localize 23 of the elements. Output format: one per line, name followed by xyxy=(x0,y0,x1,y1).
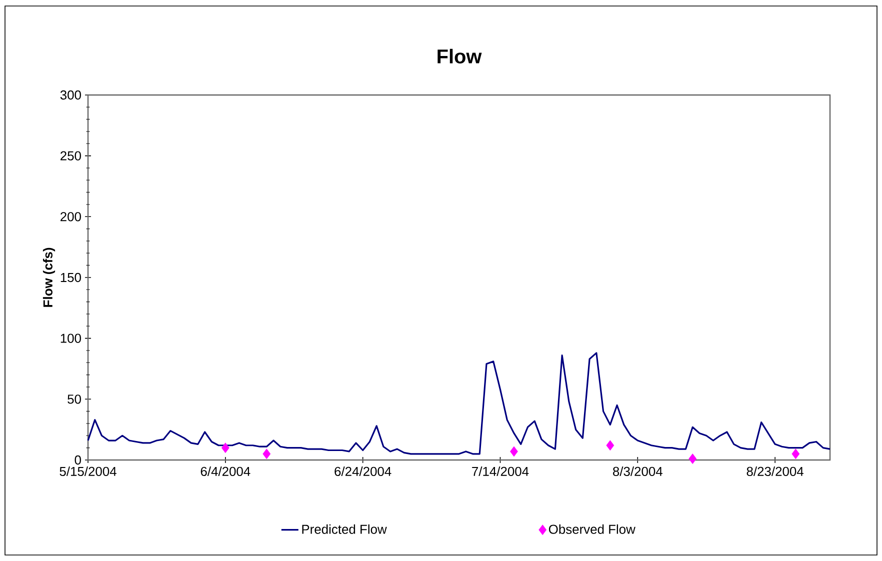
y-tick-label: 50 xyxy=(68,394,81,404)
y-axis-title: Flow (cfs) xyxy=(42,248,56,307)
x-tick-label: 5/15/2004 xyxy=(60,466,116,476)
y-tick-label: 250 xyxy=(60,151,81,160)
point xyxy=(792,448,800,460)
x-tick-label: 6/4/2004 xyxy=(200,466,250,476)
point xyxy=(262,448,271,460)
y-tick-label: 100 xyxy=(60,334,81,343)
point xyxy=(688,454,697,464)
legend-label: Predicted Flow xyxy=(302,524,387,534)
x-tick-label: 8/23/2004 xyxy=(746,466,804,476)
x-tick-label: 7/14/2004 xyxy=(472,466,529,476)
y-tick-label: 300 xyxy=(60,90,81,100)
legend-label: Observed Flow xyxy=(548,524,636,534)
point xyxy=(606,440,614,451)
y-tick-label: 0 xyxy=(74,455,81,465)
chart-title: Flow xyxy=(438,48,482,64)
y-tick-label: 150 xyxy=(60,272,81,282)
point xyxy=(221,442,230,454)
point xyxy=(510,446,518,457)
x-tick-label: 6/24/2004 xyxy=(334,466,392,476)
y-tick-label: 200 xyxy=(60,212,81,222)
x-tick-label: 8/3/2004 xyxy=(612,466,662,476)
